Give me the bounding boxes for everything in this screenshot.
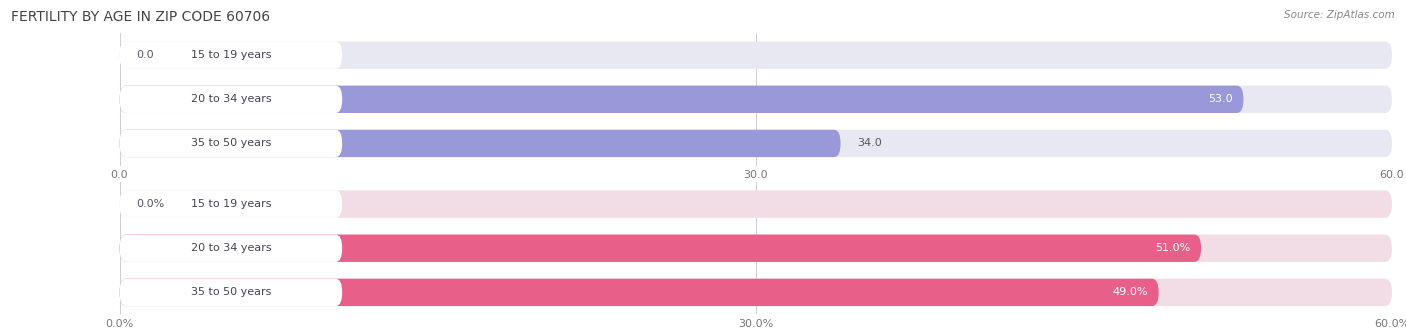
- FancyBboxPatch shape: [120, 279, 1392, 306]
- Text: 49.0%: 49.0%: [1112, 287, 1149, 297]
- Text: 0.0%: 0.0%: [136, 199, 165, 209]
- FancyBboxPatch shape: [120, 86, 1243, 113]
- Text: 15 to 19 years: 15 to 19 years: [191, 199, 271, 209]
- FancyBboxPatch shape: [120, 190, 1392, 218]
- Text: FERTILITY BY AGE IN ZIP CODE 60706: FERTILITY BY AGE IN ZIP CODE 60706: [11, 10, 270, 24]
- Text: Source: ZipAtlas.com: Source: ZipAtlas.com: [1284, 10, 1395, 20]
- FancyBboxPatch shape: [120, 86, 1392, 113]
- Text: 35 to 50 years: 35 to 50 years: [191, 138, 271, 148]
- FancyBboxPatch shape: [120, 86, 342, 113]
- FancyBboxPatch shape: [120, 235, 1392, 262]
- Text: 15 to 19 years: 15 to 19 years: [191, 50, 271, 60]
- FancyBboxPatch shape: [120, 235, 342, 262]
- Text: 20 to 34 years: 20 to 34 years: [191, 243, 271, 253]
- Text: 34.0: 34.0: [858, 138, 883, 148]
- Text: 0.0: 0.0: [136, 50, 155, 60]
- Text: 53.0: 53.0: [1208, 94, 1233, 104]
- FancyBboxPatch shape: [120, 235, 1201, 262]
- FancyBboxPatch shape: [120, 130, 841, 157]
- FancyBboxPatch shape: [120, 190, 342, 218]
- Text: 51.0%: 51.0%: [1156, 243, 1191, 253]
- FancyBboxPatch shape: [120, 130, 1392, 157]
- FancyBboxPatch shape: [120, 279, 1159, 306]
- FancyBboxPatch shape: [120, 279, 342, 306]
- Text: 35 to 50 years: 35 to 50 years: [191, 287, 271, 297]
- FancyBboxPatch shape: [120, 130, 342, 157]
- Text: 20 to 34 years: 20 to 34 years: [191, 94, 271, 104]
- FancyBboxPatch shape: [120, 41, 342, 69]
- FancyBboxPatch shape: [120, 41, 1392, 69]
